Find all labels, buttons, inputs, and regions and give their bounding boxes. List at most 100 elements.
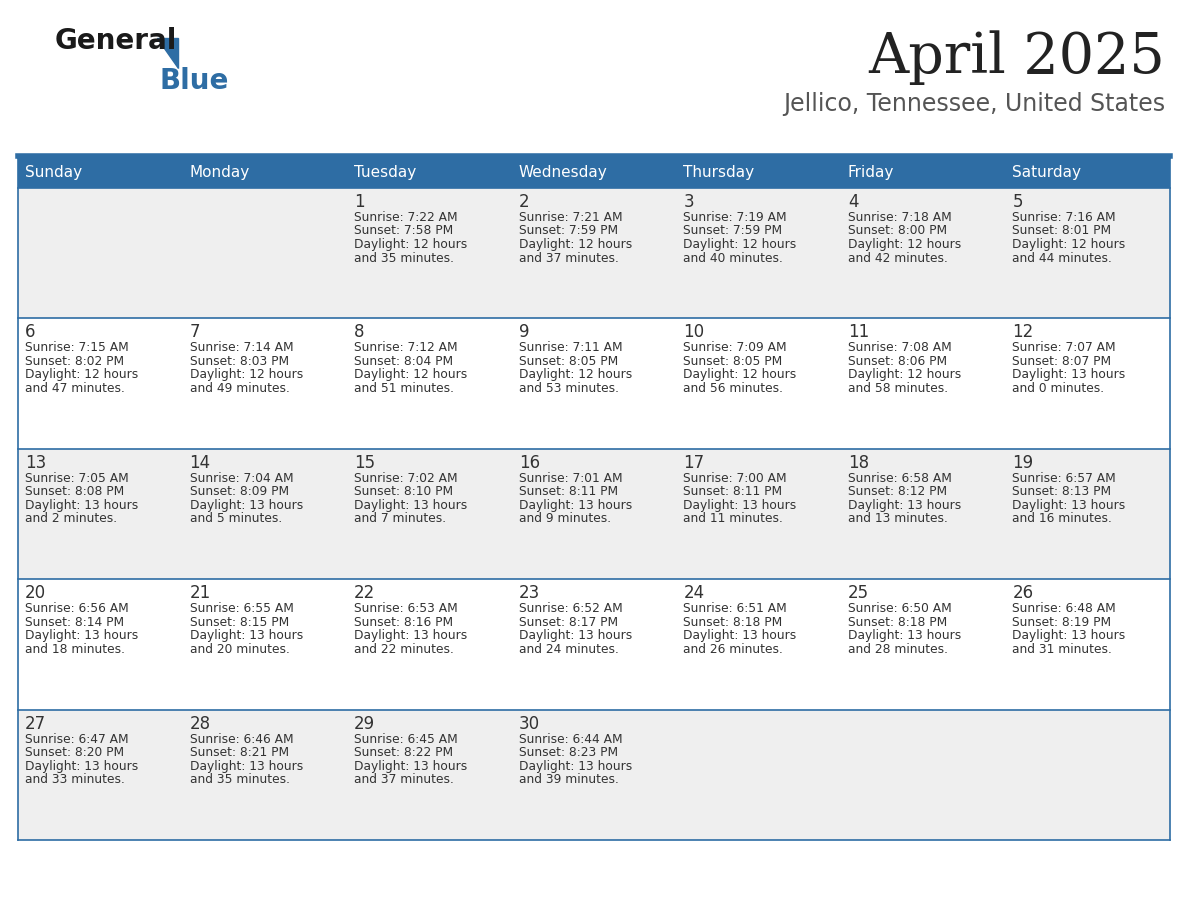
Text: Sunset: 8:11 PM: Sunset: 8:11 PM <box>519 486 618 498</box>
Text: 30: 30 <box>519 714 539 733</box>
Text: 8: 8 <box>354 323 365 341</box>
Text: Jellico, Tennessee, United States: Jellico, Tennessee, United States <box>783 92 1165 116</box>
Text: Sunrise: 6:58 AM: Sunrise: 6:58 AM <box>848 472 952 485</box>
Text: Sunset: 8:13 PM: Sunset: 8:13 PM <box>1012 486 1112 498</box>
Text: and 18 minutes.: and 18 minutes. <box>25 643 125 655</box>
Polygon shape <box>157 38 178 68</box>
Text: 16: 16 <box>519 453 539 472</box>
Bar <box>18 579 1170 710</box>
Text: Sunset: 8:16 PM: Sunset: 8:16 PM <box>354 616 454 629</box>
Text: and 56 minutes.: and 56 minutes. <box>683 382 783 395</box>
Text: Sunrise: 7:12 AM: Sunrise: 7:12 AM <box>354 341 457 354</box>
Text: Sunrise: 7:05 AM: Sunrise: 7:05 AM <box>25 472 128 485</box>
Text: Daylight: 13 hours: Daylight: 13 hours <box>354 498 467 512</box>
Text: Monday: Monday <box>190 165 249 181</box>
Text: and 0 minutes.: and 0 minutes. <box>1012 382 1105 395</box>
Text: Sunrise: 6:50 AM: Sunrise: 6:50 AM <box>848 602 952 615</box>
Text: Daylight: 12 hours: Daylight: 12 hours <box>190 368 303 381</box>
Text: and 16 minutes.: and 16 minutes. <box>1012 512 1112 525</box>
Text: Daylight: 13 hours: Daylight: 13 hours <box>25 629 138 643</box>
Text: 28: 28 <box>190 714 210 733</box>
Text: Sunrise: 6:57 AM: Sunrise: 6:57 AM <box>1012 472 1117 485</box>
Text: Sunset: 8:17 PM: Sunset: 8:17 PM <box>519 616 618 629</box>
Text: Daylight: 12 hours: Daylight: 12 hours <box>354 238 467 251</box>
Text: Tuesday: Tuesday <box>354 165 416 181</box>
Text: Sunset: 7:59 PM: Sunset: 7:59 PM <box>683 225 783 238</box>
Text: Wednesday: Wednesday <box>519 165 607 181</box>
Text: Sunset: 8:18 PM: Sunset: 8:18 PM <box>848 616 947 629</box>
Text: Sunset: 7:59 PM: Sunset: 7:59 PM <box>519 225 618 238</box>
Text: Daylight: 13 hours: Daylight: 13 hours <box>683 498 796 512</box>
Text: Daylight: 12 hours: Daylight: 12 hours <box>848 368 961 381</box>
Text: and 35 minutes.: and 35 minutes. <box>354 252 454 264</box>
Text: Daylight: 12 hours: Daylight: 12 hours <box>519 368 632 381</box>
Text: Sunrise: 7:19 AM: Sunrise: 7:19 AM <box>683 211 786 224</box>
Text: Sunrise: 6:48 AM: Sunrise: 6:48 AM <box>1012 602 1117 615</box>
Text: Blue: Blue <box>160 67 229 95</box>
Text: Thursday: Thursday <box>683 165 754 181</box>
Text: 13: 13 <box>25 453 46 472</box>
Text: and 9 minutes.: and 9 minutes. <box>519 512 611 525</box>
Text: Sunset: 8:05 PM: Sunset: 8:05 PM <box>683 355 783 368</box>
Text: Sunrise: 7:04 AM: Sunrise: 7:04 AM <box>190 472 293 485</box>
Text: Sunset: 8:11 PM: Sunset: 8:11 PM <box>683 486 783 498</box>
Text: 26: 26 <box>1012 584 1034 602</box>
Text: and 2 minutes.: and 2 minutes. <box>25 512 118 525</box>
Text: and 39 minutes.: and 39 minutes. <box>519 773 619 786</box>
Text: and 24 minutes.: and 24 minutes. <box>519 643 619 655</box>
Text: Daylight: 13 hours: Daylight: 13 hours <box>190 498 303 512</box>
Text: Sunset: 8:22 PM: Sunset: 8:22 PM <box>354 746 454 759</box>
Text: 9: 9 <box>519 323 529 341</box>
Text: Sunrise: 7:21 AM: Sunrise: 7:21 AM <box>519 211 623 224</box>
Text: and 11 minutes.: and 11 minutes. <box>683 512 783 525</box>
Text: Daylight: 13 hours: Daylight: 13 hours <box>519 759 632 773</box>
Bar <box>18 158 1170 188</box>
Text: Sunrise: 7:16 AM: Sunrise: 7:16 AM <box>1012 211 1116 224</box>
Bar <box>18 319 1170 449</box>
Text: 4: 4 <box>848 193 859 211</box>
Text: 21: 21 <box>190 584 210 602</box>
Text: Sunrise: 7:08 AM: Sunrise: 7:08 AM <box>848 341 952 354</box>
Text: Sunset: 8:04 PM: Sunset: 8:04 PM <box>354 355 454 368</box>
Text: Sunset: 8:15 PM: Sunset: 8:15 PM <box>190 616 289 629</box>
Text: Sunrise: 7:01 AM: Sunrise: 7:01 AM <box>519 472 623 485</box>
Text: Friday: Friday <box>848 165 895 181</box>
Text: Daylight: 13 hours: Daylight: 13 hours <box>354 629 467 643</box>
Text: and 13 minutes.: and 13 minutes. <box>848 512 948 525</box>
Text: 27: 27 <box>25 714 46 733</box>
Text: and 35 minutes.: and 35 minutes. <box>190 773 290 786</box>
Text: Sunrise: 6:55 AM: Sunrise: 6:55 AM <box>190 602 293 615</box>
Text: Sunrise: 6:47 AM: Sunrise: 6:47 AM <box>25 733 128 745</box>
Text: 6: 6 <box>25 323 36 341</box>
Text: and 53 minutes.: and 53 minutes. <box>519 382 619 395</box>
Text: Daylight: 12 hours: Daylight: 12 hours <box>848 238 961 251</box>
Text: Sunrise: 6:52 AM: Sunrise: 6:52 AM <box>519 602 623 615</box>
Text: and 5 minutes.: and 5 minutes. <box>190 512 282 525</box>
Text: Sunrise: 6:45 AM: Sunrise: 6:45 AM <box>354 733 457 745</box>
Text: Sunset: 8:12 PM: Sunset: 8:12 PM <box>848 486 947 498</box>
Text: Daylight: 13 hours: Daylight: 13 hours <box>519 498 632 512</box>
Text: Daylight: 12 hours: Daylight: 12 hours <box>519 238 632 251</box>
Text: 1: 1 <box>354 193 365 211</box>
Text: and 44 minutes.: and 44 minutes. <box>1012 252 1112 264</box>
Text: Sunset: 8:05 PM: Sunset: 8:05 PM <box>519 355 618 368</box>
Text: 23: 23 <box>519 584 541 602</box>
Text: Sunday: Sunday <box>25 165 82 181</box>
Text: and 33 minutes.: and 33 minutes. <box>25 773 125 786</box>
Text: Daylight: 13 hours: Daylight: 13 hours <box>1012 498 1126 512</box>
Text: Sunrise: 6:56 AM: Sunrise: 6:56 AM <box>25 602 128 615</box>
Text: Sunset: 8:00 PM: Sunset: 8:00 PM <box>848 225 947 238</box>
Bar <box>18 710 1170 840</box>
Text: Daylight: 12 hours: Daylight: 12 hours <box>1012 238 1126 251</box>
Text: 5: 5 <box>1012 193 1023 211</box>
Text: Daylight: 13 hours: Daylight: 13 hours <box>25 759 138 773</box>
Text: 18: 18 <box>848 453 868 472</box>
Text: and 37 minutes.: and 37 minutes. <box>354 773 454 786</box>
Text: 2: 2 <box>519 193 530 211</box>
Text: Sunset: 8:06 PM: Sunset: 8:06 PM <box>848 355 947 368</box>
Text: Daylight: 12 hours: Daylight: 12 hours <box>683 368 796 381</box>
Text: and 22 minutes.: and 22 minutes. <box>354 643 454 655</box>
Text: and 7 minutes.: and 7 minutes. <box>354 512 447 525</box>
Text: 25: 25 <box>848 584 868 602</box>
Text: Daylight: 12 hours: Daylight: 12 hours <box>354 368 467 381</box>
